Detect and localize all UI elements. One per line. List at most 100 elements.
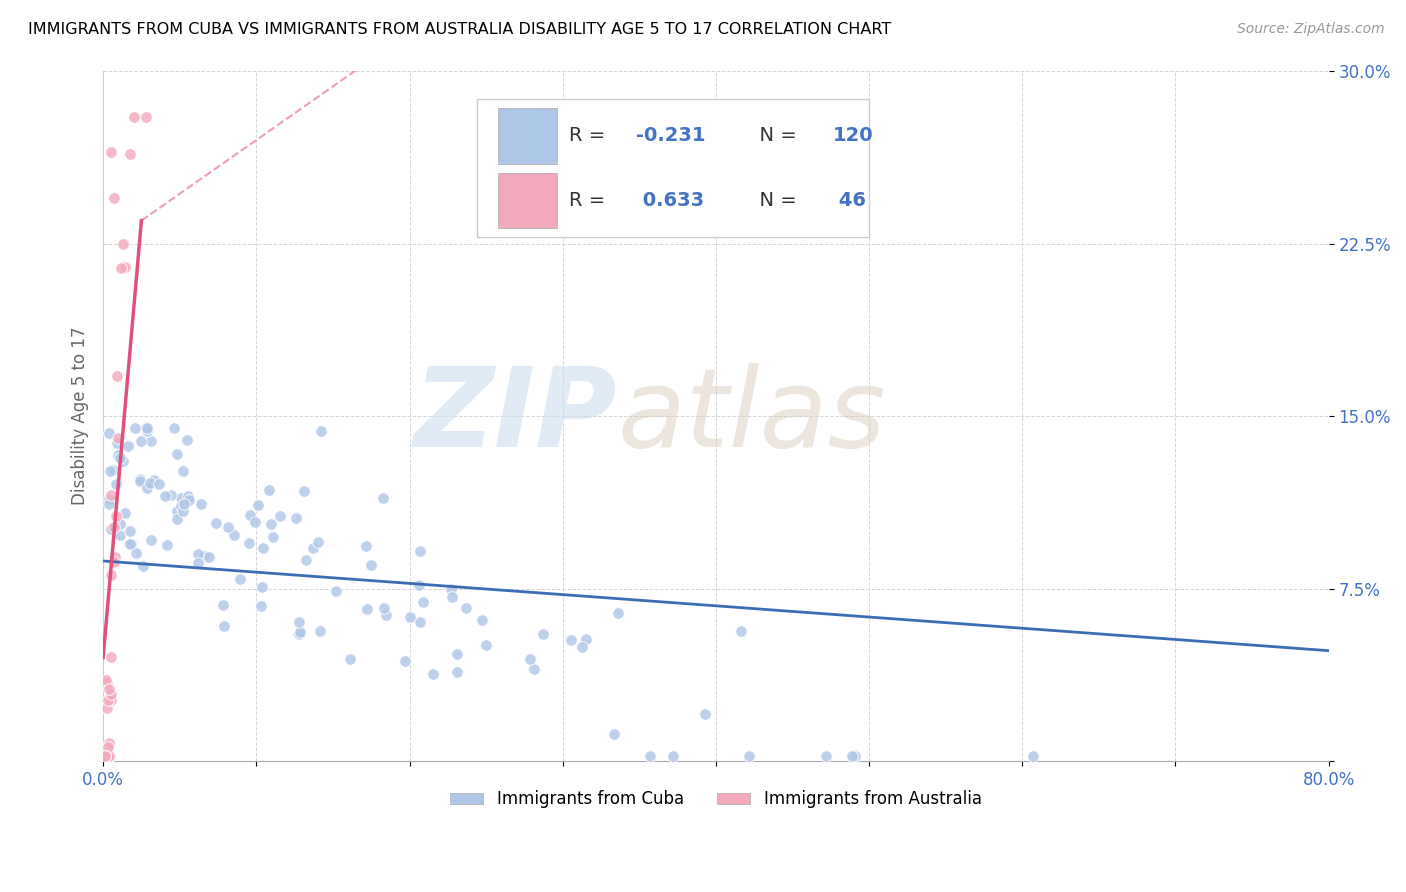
Point xyxy=(259,483,281,497)
Point xyxy=(139,533,162,547)
Point xyxy=(373,491,395,506)
Text: 0.633: 0.633 xyxy=(637,191,704,210)
Y-axis label: Disability Age 5 to 17: Disability Age 5 to 17 xyxy=(72,326,89,506)
Point xyxy=(179,493,201,508)
Point xyxy=(100,145,122,159)
Point xyxy=(108,516,131,531)
Point xyxy=(96,747,118,761)
Point xyxy=(97,739,120,754)
Point xyxy=(103,522,125,536)
Text: R =: R = xyxy=(569,127,612,145)
Point xyxy=(638,749,661,764)
Point xyxy=(222,527,245,541)
Point xyxy=(93,749,115,764)
Point xyxy=(107,448,129,462)
Point xyxy=(412,594,434,608)
Point xyxy=(110,450,132,465)
Point xyxy=(107,431,129,445)
Point xyxy=(93,749,115,764)
Point xyxy=(176,489,198,503)
Text: IMMIGRANTS FROM CUBA VS IMMIGRANTS FROM AUSTRALIA DISABILITY AGE 5 TO 17 CORRELA: IMMIGRANTS FROM CUBA VS IMMIGRANTS FROM … xyxy=(28,22,891,37)
Point xyxy=(571,640,593,655)
Point xyxy=(135,420,157,434)
Point xyxy=(262,530,284,544)
Point xyxy=(108,528,131,542)
Point xyxy=(250,580,273,594)
Point xyxy=(454,600,477,615)
Point xyxy=(422,667,444,681)
Point xyxy=(446,647,468,661)
Point xyxy=(252,541,274,556)
Point xyxy=(97,681,120,696)
Point xyxy=(399,609,422,624)
Point xyxy=(356,602,378,616)
Point xyxy=(260,517,283,532)
Point xyxy=(166,512,188,526)
Point xyxy=(307,534,329,549)
Point xyxy=(139,476,162,491)
Point xyxy=(190,497,212,511)
Point xyxy=(98,464,121,478)
Point xyxy=(98,497,121,511)
Point xyxy=(114,260,136,274)
Point xyxy=(96,701,118,715)
Point xyxy=(103,190,125,204)
Point xyxy=(129,434,152,449)
Point xyxy=(100,688,122,702)
Point xyxy=(118,147,141,161)
Point xyxy=(475,638,498,652)
Point xyxy=(98,749,121,764)
Point xyxy=(163,420,186,434)
Point xyxy=(101,463,124,477)
Text: -0.231: -0.231 xyxy=(637,127,706,145)
Point xyxy=(104,550,127,565)
Point xyxy=(143,473,166,487)
Point xyxy=(1021,749,1043,764)
Point xyxy=(560,633,582,648)
Point xyxy=(128,472,150,486)
Text: N =: N = xyxy=(747,127,803,145)
Point xyxy=(301,541,323,555)
Point xyxy=(135,110,157,124)
Point xyxy=(730,624,752,639)
Point xyxy=(170,499,193,513)
Point xyxy=(172,504,194,518)
Point xyxy=(125,546,148,560)
Point xyxy=(105,435,128,450)
Text: atlas: atlas xyxy=(617,362,886,469)
Point xyxy=(166,504,188,518)
Point xyxy=(111,453,134,467)
Point xyxy=(148,476,170,491)
Text: R =: R = xyxy=(569,191,612,210)
Point xyxy=(187,547,209,561)
Point xyxy=(118,524,141,538)
Point xyxy=(110,260,132,275)
Point xyxy=(446,665,468,680)
Point xyxy=(135,481,157,495)
Point xyxy=(841,749,863,764)
Point xyxy=(356,539,378,553)
Point xyxy=(394,654,416,668)
Legend: Immigrants from Cuba, Immigrants from Australia: Immigrants from Cuba, Immigrants from Au… xyxy=(443,783,988,815)
Point xyxy=(269,508,291,523)
Point xyxy=(94,749,117,764)
Point xyxy=(238,536,260,550)
Point xyxy=(98,491,121,506)
Point xyxy=(96,749,118,764)
Point xyxy=(661,749,683,764)
Point xyxy=(100,650,122,665)
Point xyxy=(229,572,252,586)
Point xyxy=(408,578,430,592)
Point xyxy=(290,624,312,639)
Point xyxy=(98,749,121,764)
Point xyxy=(471,613,494,627)
Point xyxy=(217,520,239,534)
Point xyxy=(93,749,115,764)
Point xyxy=(187,556,209,570)
Point xyxy=(603,727,626,741)
Point xyxy=(100,487,122,501)
Point xyxy=(176,433,198,447)
Point xyxy=(132,559,155,574)
Point xyxy=(105,369,128,384)
Point xyxy=(97,749,120,764)
